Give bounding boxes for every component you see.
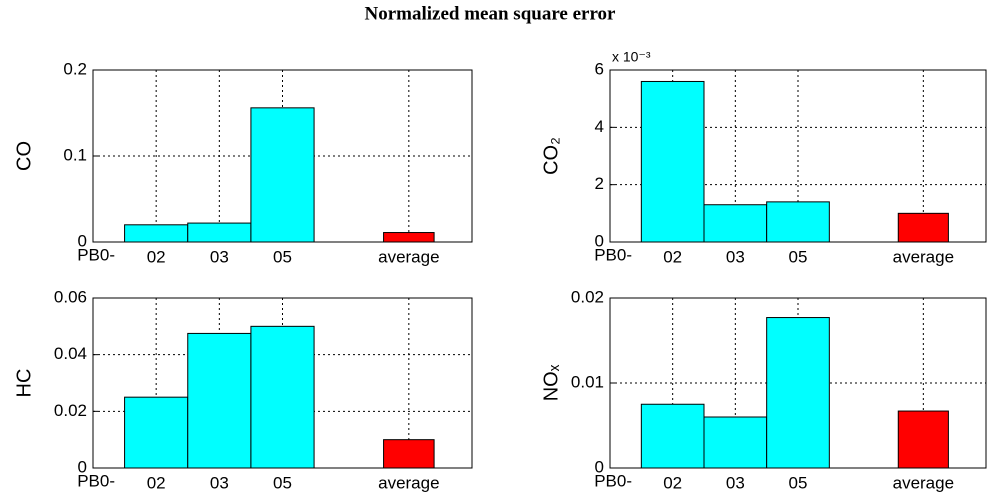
x-tick-label: average — [378, 247, 439, 266]
bar — [766, 201, 830, 243]
bar — [703, 204, 768, 243]
bar — [897, 212, 949, 243]
x-tick-label: average — [893, 247, 954, 266]
bar — [124, 396, 189, 469]
bar — [124, 224, 189, 243]
x-prefix: PB0- — [594, 471, 632, 490]
y-axis-label: CO — [13, 141, 35, 171]
figure-title: Normalized mean square error — [365, 3, 617, 24]
y-axis-label: HC — [13, 369, 35, 398]
y-tick-label: 0 — [595, 457, 604, 476]
bar — [766, 317, 830, 469]
x-prefix: PB0- — [77, 245, 115, 264]
x-tick-label: 02 — [663, 473, 682, 492]
y-tick-label: 0 — [78, 231, 87, 250]
y-tick-label: 4 — [595, 117, 604, 136]
x-tick-label: 05 — [789, 473, 808, 492]
y-tick-label: 0.02 — [54, 401, 87, 420]
axes-box — [92, 69, 473, 243]
x-tick-label: 05 — [789, 247, 808, 266]
y-tick-label: 6 — [595, 59, 604, 78]
y-tick-label: 0.04 — [54, 344, 87, 363]
y-tick-label: 0.2 — [63, 59, 87, 78]
y-tick-label: 0 — [595, 231, 604, 250]
x-tick-label: 05 — [273, 473, 292, 492]
x-tick-label: 02 — [663, 247, 682, 266]
y-tick-label: 0.06 — [54, 287, 87, 306]
x-prefix: PB0- — [594, 245, 632, 264]
y-tick-label: 2 — [595, 174, 604, 193]
subplot: 0 0.02 0.04 0.06 02 03 05 average PB0- HC — [13, 287, 473, 492]
axes-box — [609, 297, 987, 469]
bar — [383, 232, 435, 243]
x-tick-label: average — [378, 473, 439, 492]
y-axis-label: CO₂ — [540, 137, 562, 175]
bar — [250, 107, 315, 243]
x-tick-label: 05 — [273, 247, 292, 266]
x-tick-label: 03 — [210, 473, 229, 492]
bar — [703, 416, 768, 469]
y-axis-label: NOₓ — [540, 364, 562, 401]
bar — [187, 222, 252, 243]
y-multiplier: x 10⁻³ — [612, 49, 651, 65]
bar — [383, 439, 435, 469]
axes-box — [92, 297, 473, 469]
y-tick-label: 0 — [78, 457, 87, 476]
x-tick-label: 03 — [726, 473, 745, 492]
bar — [897, 410, 949, 469]
x-tick-label: average — [893, 473, 954, 492]
x-tick-label: 02 — [147, 473, 166, 492]
y-tick-label: 0.01 — [571, 372, 604, 391]
subplot: 0 0.01 0.02 02 03 05 average PB0- NOₓ — [540, 287, 987, 492]
x-tick-label: 02 — [147, 247, 166, 266]
bar — [640, 80, 705, 243]
bar — [187, 332, 252, 469]
bar — [250, 325, 315, 469]
y-tick-label: 0.1 — [63, 145, 87, 164]
x-tick-label: 03 — [726, 247, 745, 266]
axes-box — [609, 69, 987, 243]
x-tick-label: 03 — [210, 247, 229, 266]
subplot: 0 0.1 0.2 02 03 05 average PB0- CO — [13, 59, 473, 266]
y-tick-label: 0.02 — [571, 287, 604, 306]
x-prefix: PB0- — [77, 471, 115, 490]
bar — [640, 403, 705, 469]
